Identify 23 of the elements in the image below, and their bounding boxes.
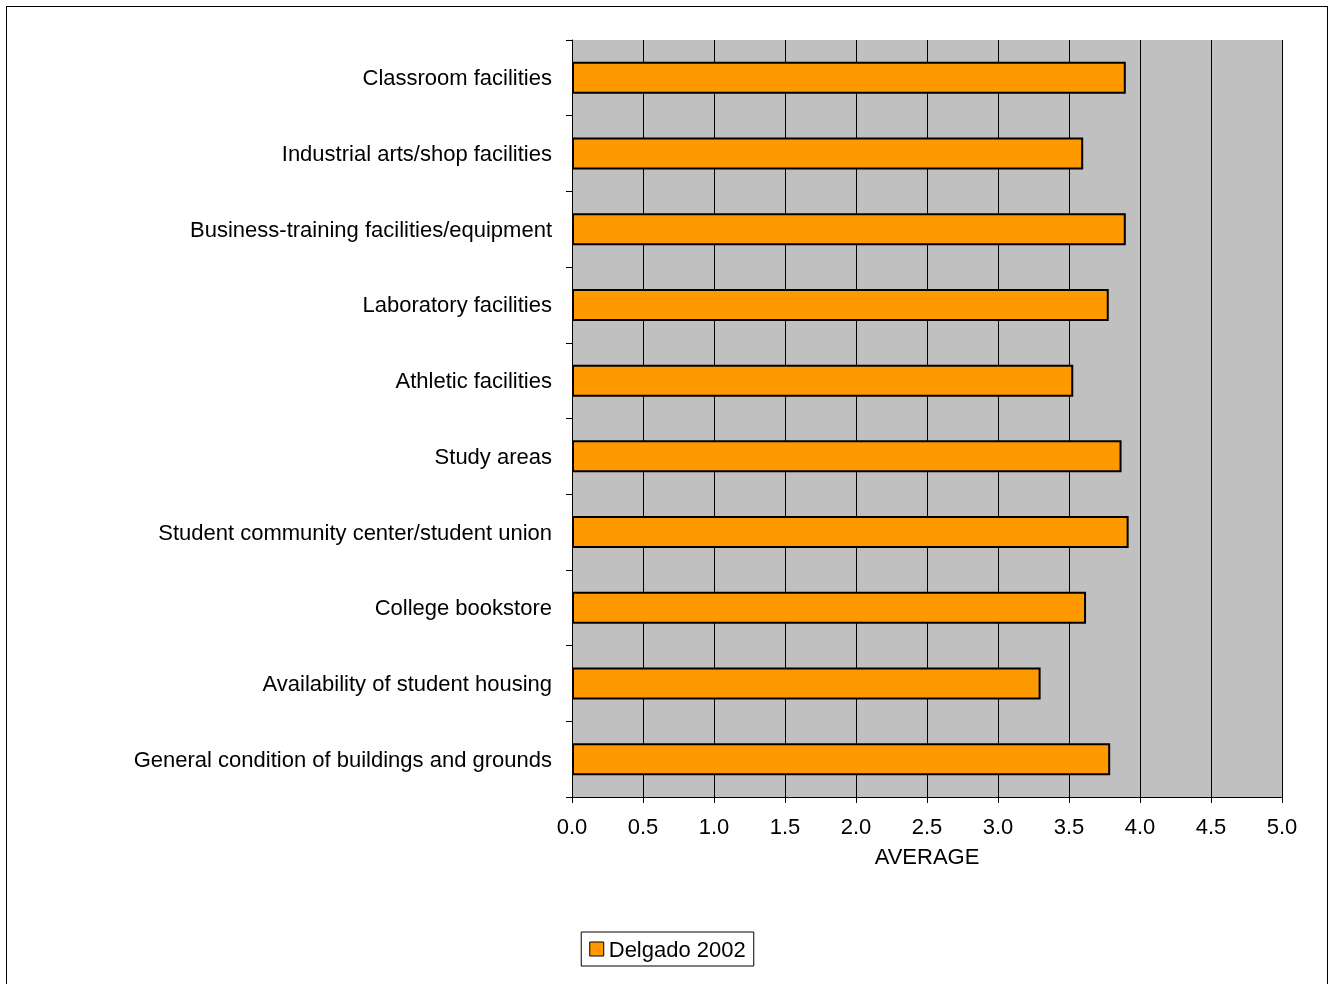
x-tick-label: 1.0 — [698, 813, 730, 839]
x-tick-label: 3.5 — [1053, 813, 1085, 839]
x-tick-label: 0.5 — [627, 813, 659, 839]
y-tick-label: Student community center/student union — [158, 519, 552, 545]
y-tick-label: Study areas — [434, 443, 552, 469]
y-tick-label: Classroom facilities — [362, 65, 552, 91]
x-tick-label: 0.0 — [556, 813, 588, 839]
x-axis-title: AVERAGE — [874, 843, 980, 869]
y-tick-label: Business-training facilities/equipment — [190, 216, 552, 242]
y-tick-label: Industrial arts/shop facilities — [281, 141, 552, 167]
y-tick-label: Laboratory facilities — [362, 292, 552, 318]
x-tick-label: 2.5 — [911, 813, 943, 839]
x-tick-label: 2.0 — [840, 813, 872, 839]
x-tick-label: 5.0 — [1266, 813, 1298, 839]
x-tick-label: 4.0 — [1124, 813, 1156, 839]
x-tick-label: 3.0 — [982, 813, 1014, 839]
x-tick-label: 1.5 — [769, 813, 801, 839]
y-tick-label: Athletic facilities — [395, 368, 552, 394]
y-tick-label: Availability of student housing — [262, 670, 552, 696]
legend-label: Delgado 2002 — [608, 936, 746, 962]
y-tick-label: General condition of buildings and grounds — [133, 746, 552, 772]
y-tick-label: College bookstore — [374, 595, 552, 621]
x-tick-label: 4.5 — [1195, 813, 1227, 839]
